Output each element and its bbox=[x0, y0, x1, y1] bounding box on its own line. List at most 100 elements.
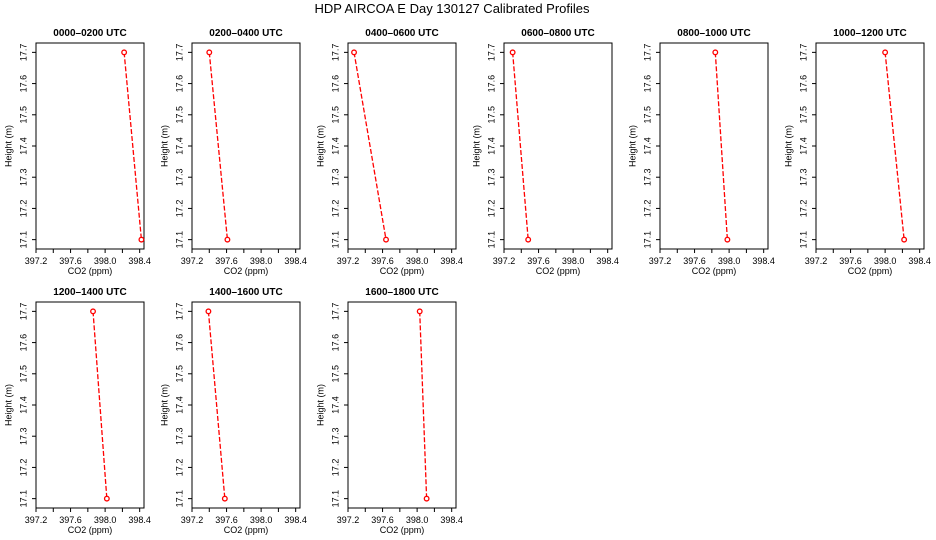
x-axis-label: CO2 (ppm) bbox=[224, 525, 269, 535]
x-tick-label: 398.4 bbox=[128, 256, 151, 266]
data-point bbox=[138, 236, 145, 243]
y-tick-label: 17.3 bbox=[486, 168, 496, 186]
x-tick-label: 397.6 bbox=[683, 256, 706, 266]
y-tick-label: 17.1 bbox=[330, 490, 340, 508]
y-tick-label: 17.7 bbox=[18, 44, 28, 62]
profile-line bbox=[207, 311, 226, 499]
plot-frame bbox=[35, 42, 145, 250]
plot-frame bbox=[347, 42, 457, 250]
x-tick-label: 397.2 bbox=[25, 256, 48, 266]
x-tick-label: 398.4 bbox=[284, 515, 307, 525]
y-tick-label: 17.5 bbox=[18, 106, 28, 124]
y-tick-label: 17.4 bbox=[18, 396, 28, 414]
y-tick-label: 17.5 bbox=[330, 365, 340, 383]
y-tick-label: 17.2 bbox=[486, 200, 496, 218]
y-tick-label: 17.2 bbox=[18, 459, 28, 477]
x-axis-label: CO2 (ppm) bbox=[536, 266, 581, 276]
profile-line bbox=[714, 52, 729, 240]
y-tick-label: 17.3 bbox=[174, 427, 184, 445]
chart-panel-4: 0600–0800 UTC 397.2 397.6 398.0 398.4 CO2 (pp… bbox=[471, 28, 619, 276]
profile-line bbox=[92, 311, 108, 499]
y-tick-label: 17.5 bbox=[330, 106, 340, 124]
panel-title: 0600–0800 UTC bbox=[521, 28, 594, 39]
y-tick-label: 17.1 bbox=[642, 231, 652, 249]
y-tick-label: 17.6 bbox=[330, 75, 340, 93]
x-tick-label: 398.4 bbox=[440, 256, 463, 266]
y-tick-label: 17.4 bbox=[174, 396, 184, 414]
profile-line bbox=[419, 311, 428, 499]
x-tick-label: 397.2 bbox=[337, 256, 360, 266]
x-tick-label: 398.4 bbox=[908, 256, 931, 266]
data-point bbox=[509, 49, 516, 56]
plot-frame bbox=[191, 42, 301, 250]
x-tick-label: 398.0 bbox=[406, 256, 429, 266]
y-tick-label: 17.6 bbox=[18, 75, 28, 93]
y-tick-label: 17.2 bbox=[330, 200, 340, 218]
data-point bbox=[724, 236, 731, 243]
y-tick-label: 17.7 bbox=[642, 44, 652, 62]
profile-line bbox=[208, 52, 229, 240]
chart-panel-9: 1600–1800 UTC 397.2 397.6 398.0 398.4 CO2 (pp… bbox=[315, 287, 463, 535]
data-point bbox=[121, 49, 128, 56]
y-tick-label: 17.5 bbox=[798, 106, 808, 124]
y-tick-label: 17.5 bbox=[174, 365, 184, 383]
data-point bbox=[221, 495, 228, 502]
x-axis-label: CO2 (ppm) bbox=[224, 266, 269, 276]
y-axis-label: Height (m) bbox=[159, 384, 169, 426]
plot-frame bbox=[191, 301, 301, 509]
x-tick-label: 397.6 bbox=[215, 515, 238, 525]
x-tick-label: 397.6 bbox=[59, 515, 82, 525]
figure-title: HDP AIRCOA E Day 130127 Calibrated Profi… bbox=[314, 1, 590, 16]
chart-panel-2: 0200–0400 UTC 397.2 397.6 398.0 398.4 CO2 (pp… bbox=[159, 28, 307, 276]
y-tick-label: 17.4 bbox=[330, 137, 340, 155]
x-tick-label: 397.6 bbox=[371, 256, 394, 266]
y-tick-label: 17.6 bbox=[486, 75, 496, 93]
y-tick-label: 17.2 bbox=[330, 459, 340, 477]
y-tick-label: 17.3 bbox=[330, 427, 340, 445]
x-tick-label: 398.4 bbox=[752, 256, 775, 266]
y-tick-label: 17.6 bbox=[642, 75, 652, 93]
x-tick-label: 398.4 bbox=[596, 256, 619, 266]
y-tick-label: 17.1 bbox=[18, 490, 28, 508]
chart-panel-7: 1200–1400 UTC 397.2 397.6 398.0 398.4 CO2 (pp… bbox=[3, 287, 151, 535]
x-tick-label: 398.0 bbox=[874, 256, 897, 266]
x-tick-label: 397.6 bbox=[215, 256, 238, 266]
x-tick-label: 397.6 bbox=[371, 515, 394, 525]
y-axis-label: Height (m) bbox=[471, 125, 481, 167]
y-tick-label: 17.7 bbox=[174, 44, 184, 62]
y-tick-label: 17.2 bbox=[798, 200, 808, 218]
x-tick-label: 397.2 bbox=[649, 256, 672, 266]
x-tick-label: 398.0 bbox=[718, 256, 741, 266]
y-tick-label: 17.2 bbox=[18, 200, 28, 218]
y-axis-label: Height (m) bbox=[159, 125, 169, 167]
y-tick-label: 17.3 bbox=[642, 168, 652, 186]
data-point bbox=[901, 236, 908, 243]
plot-frame bbox=[659, 42, 769, 250]
y-tick-label: 17.6 bbox=[798, 75, 808, 93]
x-tick-label: 397.2 bbox=[337, 515, 360, 525]
profile-line bbox=[511, 52, 529, 240]
chart-panel-1: 0000–0200 UTC 397.2 397.6 398.0 398.4 CO2 (pp… bbox=[3, 28, 151, 276]
data-point bbox=[416, 308, 423, 315]
x-axis-label: CO2 (ppm) bbox=[380, 266, 425, 276]
x-tick-label: 398.4 bbox=[128, 515, 151, 525]
x-axis-label: CO2 (ppm) bbox=[68, 525, 113, 535]
y-tick-label: 17.7 bbox=[486, 44, 496, 62]
y-tick-label: 17.4 bbox=[18, 137, 28, 155]
data-point bbox=[525, 236, 532, 243]
panel-title: 1600–1800 UTC bbox=[365, 287, 438, 298]
data-point bbox=[882, 49, 889, 56]
panel-title: 0800–1000 UTC bbox=[677, 28, 750, 39]
y-axis-label: Height (m) bbox=[315, 384, 325, 426]
x-axis-label: CO2 (ppm) bbox=[380, 525, 425, 535]
y-axis-label: Height (m) bbox=[3, 125, 13, 167]
x-axis-label: CO2 (ppm) bbox=[68, 266, 113, 276]
data-point bbox=[205, 308, 212, 315]
chart-panel-6: 1000–1200 UTC 397.2 397.6 398.0 398.4 CO2 (pp… bbox=[783, 28, 931, 276]
y-tick-label: 17.1 bbox=[174, 490, 184, 508]
y-tick-label: 17.5 bbox=[486, 106, 496, 124]
y-tick-label: 17.5 bbox=[18, 365, 28, 383]
y-tick-label: 17.5 bbox=[174, 106, 184, 124]
y-tick-label: 17.2 bbox=[642, 200, 652, 218]
